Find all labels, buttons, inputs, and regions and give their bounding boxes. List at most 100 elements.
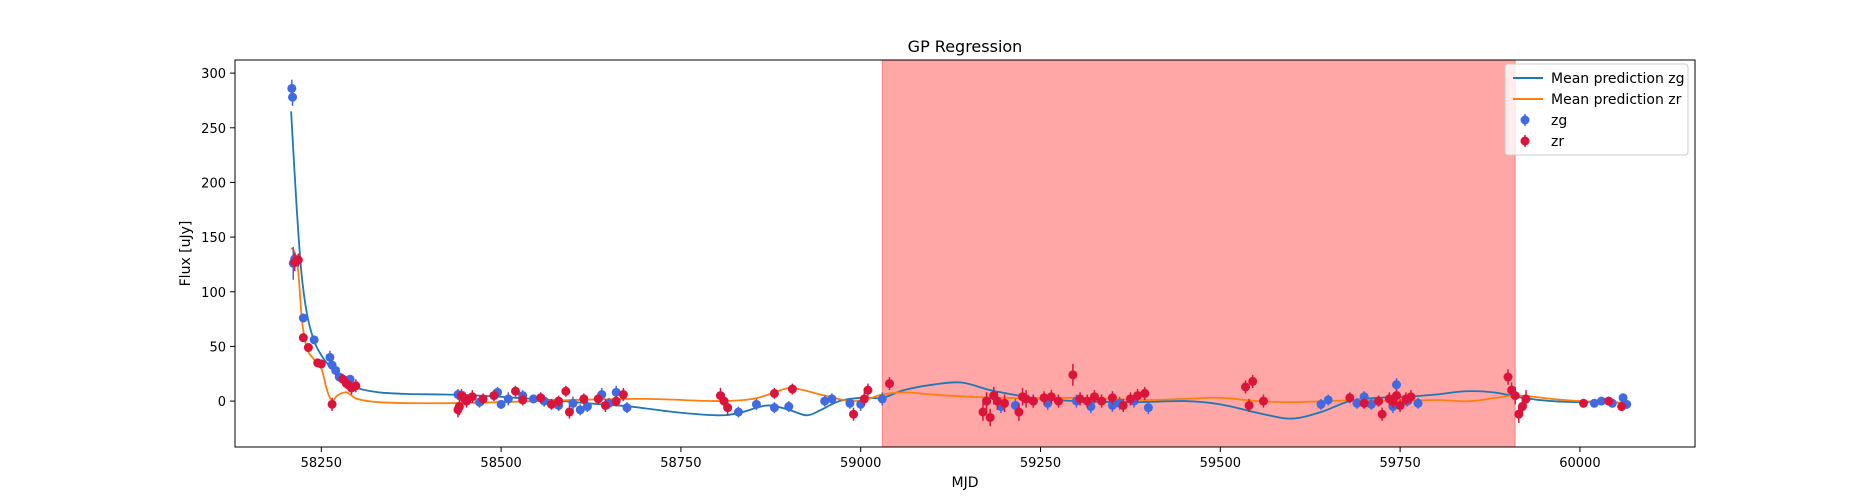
data-point-zr [982,396,992,406]
data-point-zr [1395,400,1405,410]
data-point-zg [288,92,298,102]
data-point-zg [1143,403,1153,413]
shaded-region [881,60,1516,447]
data-point-zr [719,396,729,406]
data-point-zr [561,386,571,396]
data-point-zr [1133,391,1143,401]
legend-label-zr: zr [1551,134,1564,150]
data-point-zr [1240,382,1250,392]
data-point-zg [309,335,319,345]
data-point-zr [1510,391,1520,401]
data-point-zr [723,403,733,413]
data-point-zr [618,390,628,400]
data-point-zg [496,399,506,409]
data-point-zr [510,386,520,396]
data-point-zr [1248,376,1258,386]
data-point-zr [1359,398,1369,408]
data-point-zr [1075,394,1085,404]
data-point-zr [1579,398,1589,408]
data-point-zr [303,343,313,353]
data-point-zg [1316,399,1326,409]
data-point-zr [467,392,477,402]
data-point-zr [316,359,326,369]
data-point-zr [327,399,337,409]
data-point-zg [827,394,837,404]
data-point-zr [1097,396,1107,406]
data-point-zr [518,395,528,405]
y-axis: 0 50 100 150 200 250 300 [201,67,235,410]
data-point-zr [787,384,797,394]
y-tick-label: 250 [201,122,226,137]
data-point-zr [1514,409,1524,419]
data-point-zg [1413,398,1423,408]
data-point-zg [733,407,743,417]
data-point-zg [1618,393,1628,403]
data-point-zr [992,396,1002,406]
x-tick-label: 59250 [1020,456,1061,471]
x-tick-label: 58500 [480,456,521,471]
data-point-zr [1089,392,1099,402]
data-point-zr [579,394,589,404]
legend-label-zg: zg [1551,113,1567,129]
data-point-zr [1118,400,1128,410]
data-point-zg [1352,398,1362,408]
legend-label-zg-line: Mean prediction zg [1551,71,1685,87]
y-tick-label: 100 [201,286,226,301]
data-point-zr [564,407,574,417]
plot-area-frame [234,59,1696,448]
data-point-zg [622,403,632,413]
data-point-zg [784,402,794,412]
data-point-zr [1021,394,1031,404]
x-tick-label: 60000 [1559,456,1600,471]
data-point-zr [478,394,488,404]
data-point-zg [820,396,830,406]
x-tick-label: 59500 [1200,456,1241,471]
data-point-zg [845,398,855,408]
legend: Mean prediction zg Mean prediction zr zg… [1504,63,1689,156]
y-tick-label: 200 [201,176,226,191]
data-point-zr [1374,396,1384,406]
data-point-zg [1323,395,1333,405]
y-tick-label: 50 [209,340,226,355]
data-point-zr [600,400,610,410]
data-point-zr [298,333,308,343]
data-point-zg [331,365,341,375]
data-point-zg [1010,400,1020,410]
data-point-zg [751,399,761,409]
data-point-zr [1406,392,1416,402]
y-tick-label: 0 [218,395,226,410]
data-point-zr [1392,391,1402,401]
y-tick-label: 150 [201,231,226,246]
data-point-zr [1517,402,1527,412]
data-point-zr [1140,388,1150,398]
data-point-zr [1345,393,1355,403]
data-point-zg [1597,396,1607,406]
data-point-zr [1521,394,1531,404]
data-point-zg [1359,392,1369,402]
data-point-zg [1107,400,1117,410]
legend-swatch-zg-point [1520,115,1530,125]
data-point-zr [769,388,779,398]
data-point-zr [1028,396,1038,406]
data-point-zr [1617,402,1627,412]
data-point-zr [454,402,464,412]
data-point-zg [568,398,578,408]
data-point-zr [489,391,499,401]
data-point-zg [528,394,538,404]
data-point-zr [1068,370,1078,380]
data-point-zr [1125,394,1135,404]
data-point-zg [582,402,592,412]
data-point-zr [611,396,621,406]
data-point-zr [884,379,894,389]
data-point-zr [1000,398,1010,408]
y-axis-label: Flux [uJy] [178,221,194,287]
chart-title: GP Regression [908,37,1023,56]
data-point-zg [575,405,585,415]
data-point-zr [859,394,869,404]
data-point-zg [298,313,308,323]
data-point-zr [1053,396,1063,406]
data-point-zr [546,399,556,409]
data-point-zg [1392,380,1402,390]
data-point-zr [593,394,603,404]
